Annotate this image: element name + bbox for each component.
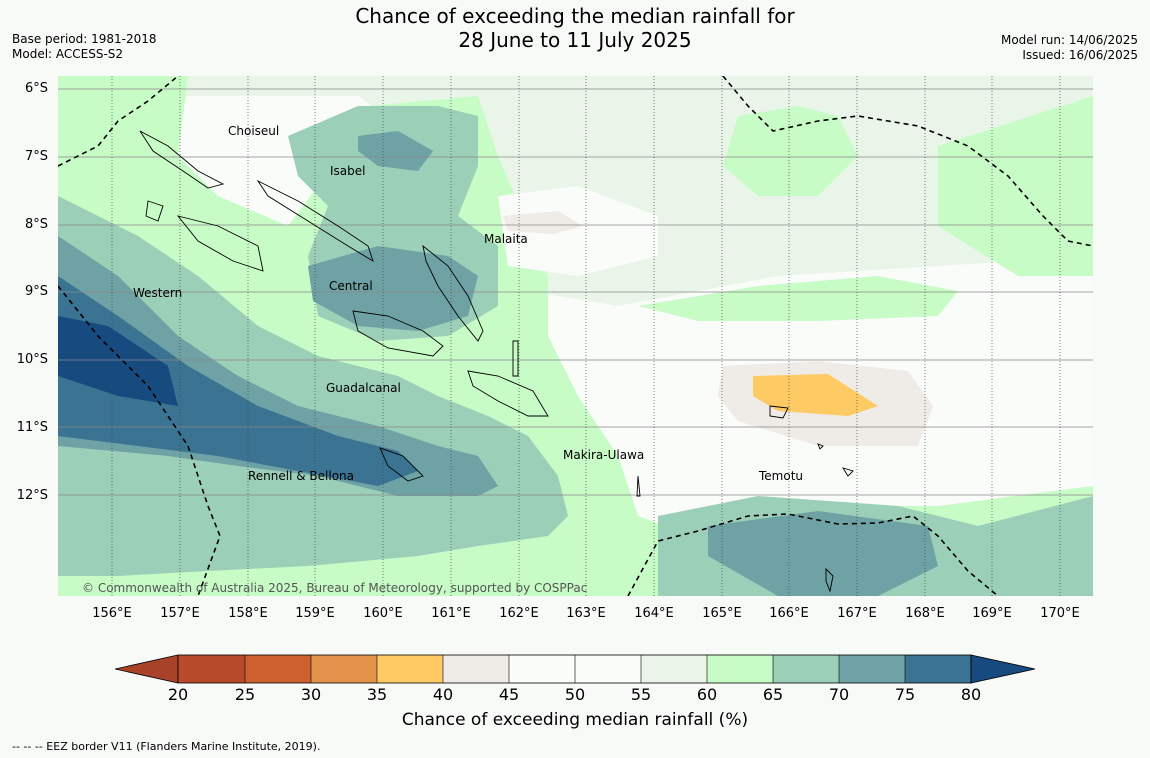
model-run-text: Model run: 14/06/2025 [1000,33,1138,47]
lon-label-156e: 156°E [92,606,132,621]
colorbar-tick-40: 40 [432,685,454,704]
lon-label-167e: 167°E [837,606,877,621]
colorbar-tick-55: 55 [630,685,652,704]
region-label-temotu: Temotu [759,469,804,483]
lat-label-8s: 8°S [24,217,48,232]
region-label-rennell-bellona: Rennell & Bellona [248,469,355,483]
rainfall-map [58,76,1093,596]
island-outlines [139,130,854,593]
lon-label-159e: 159°E [295,606,335,621]
colorbar-bin-30-35 [311,655,377,683]
colorbar [114,654,1036,688]
colorbar-bin-60-65 [707,655,773,683]
lon-label-166e: 166°E [769,606,809,621]
probability-shading [58,76,1093,596]
colorbar-bin-50-55 [575,655,641,683]
eez-borders [58,76,1093,596]
base-period-text: Base period: 1981-2018 [12,32,157,46]
issued-text: Issued: 16/06/2025 [1022,48,1138,62]
colorbar-tick-25: 25 [234,685,256,704]
colorbar-tick-75: 75 [894,685,916,704]
region-label-malaita: Malaita [484,232,528,246]
colorbar-arrow-low [114,654,179,684]
colorbar-tick-50: 50 [564,685,586,704]
model-text: Model: ACCESS-S2 [12,47,124,61]
lon-label-160e: 160°E [363,606,403,621]
lat-label-7s: 7°S [24,149,48,164]
lat-label-12s: 12°S [16,488,48,503]
colorbar-tick-60: 60 [696,685,718,704]
colorbar-tick-20: 20 [167,685,189,704]
colorbar-arrow-high [970,654,1036,684]
colorbar-bin-20-25 [178,655,245,683]
colorbar-bin-35-40 [377,655,443,683]
lon-label-165e: 165°E [702,606,742,621]
lon-label-162e: 162°E [499,606,539,621]
chart-title-line2: 28 June to 11 July 2025 [458,28,692,52]
lon-label-170e: 170°E [1040,606,1080,621]
colorbar-bin-75-80 [905,655,971,683]
lon-label-158e: 158°E [228,606,268,621]
colorbar-tick-70: 70 [828,685,850,704]
lon-label-168e: 168°E [905,606,945,621]
colorbar-bin-55-60 [641,655,707,683]
colorbar-tick-45: 45 [498,685,520,704]
colorbar-tick-80: 80 [960,685,982,704]
lat-label-9s: 9°S [24,284,48,299]
lat-label-10s: 10°S [16,352,48,367]
colorbar-tick-30: 30 [300,685,322,704]
colorbar-bin-45-50 [509,655,575,683]
colorbar-bin-25-30 [245,655,311,683]
lon-label-161e: 161°E [431,606,471,621]
colorbar-tick-65: 65 [762,685,784,704]
colorbar-bin-40-45 [443,655,509,683]
colorbar-label: Chance of exceeding median rainfall (%) [401,710,749,730]
region-label-central: Central [329,279,373,293]
graticule [58,76,1093,596]
lat-label-6s: 6°S [24,81,48,96]
lat-label-11s: 11°S [16,420,48,435]
region-label-western: Western [133,286,183,300]
colorbar-bin-70-75 [839,655,905,683]
region-label-guadalcanal: Guadalcanal [326,381,401,395]
region-label-makira-ulawa: Makira-Ulawa [563,448,645,462]
region-label-choiseul: Choiseul [228,124,280,138]
copyright-text: © Commonwealth of Australia 2025, Bureau… [82,581,588,595]
lon-label-163e: 163°E [566,606,606,621]
colorbar-bin-65-70 [773,655,839,683]
colorbar-tick-35: 35 [366,685,388,704]
region-label-isabel: Isabel [330,164,366,178]
lon-label-164e: 164°E [634,606,674,621]
chart-title-line1: Chance of exceeding the median rainfall … [355,4,795,28]
eez-legend: -- -- -- EEZ border V11 (Flanders Marine… [12,740,321,753]
lon-label-157e: 157°E [160,606,200,621]
lon-label-169e: 169°E [972,606,1012,621]
